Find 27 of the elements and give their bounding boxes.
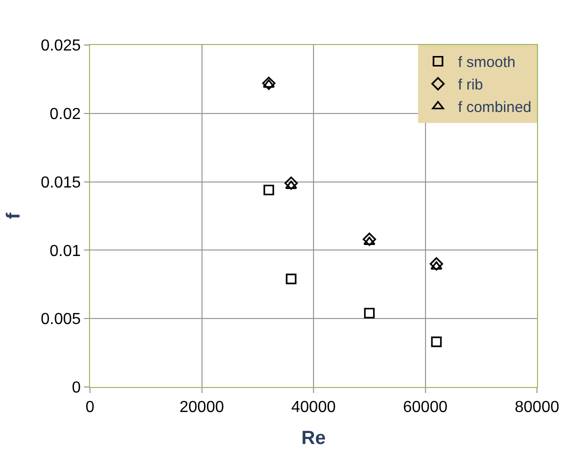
- point: [262, 76, 276, 90]
- legend-label: f combined: [458, 99, 532, 116]
- y-tick-label: 0.01: [50, 242, 81, 260]
- point: [430, 261, 442, 270]
- point: [364, 308, 375, 318]
- x-tick-label: 40000: [291, 399, 336, 416]
- y-tick-label: 0.02: [50, 106, 81, 123]
- x-tick-label: 0: [86, 399, 95, 416]
- y-tick-label: 0.025: [40, 38, 81, 55]
- x-tick-label: 80000: [514, 399, 560, 416]
- point: [286, 274, 296, 284]
- point: [431, 336, 442, 348]
- y-tick-label: 0: [72, 380, 81, 397]
- point: [363, 236, 376, 246]
- x-tick-label: 20000: [180, 399, 224, 416]
- legend-label: f smooth: [458, 54, 516, 72]
- point: [284, 176, 298, 190]
- point: [262, 79, 275, 88]
- y-tick-label: 0.005: [40, 311, 81, 328]
- point: [362, 232, 376, 246]
- point: [430, 257, 444, 271]
- point: [264, 184, 274, 196]
- x-axis-title: Re: [301, 428, 326, 449]
- x-tick-label: 60000: [403, 399, 448, 416]
- y-axis-title: f: [4, 212, 25, 220]
- y-tick-label: 0.015: [40, 174, 81, 192]
- legend-label: f rib: [458, 76, 484, 94]
